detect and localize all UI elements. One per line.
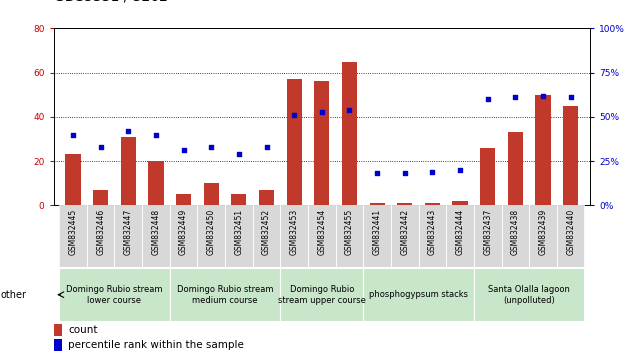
FancyBboxPatch shape <box>418 205 446 267</box>
Point <box>68 132 78 137</box>
Text: GSM832443: GSM832443 <box>428 209 437 255</box>
Bar <box>370 203 385 205</box>
Text: GSM832442: GSM832442 <box>400 209 410 255</box>
FancyBboxPatch shape <box>59 268 170 321</box>
FancyBboxPatch shape <box>170 205 198 267</box>
Text: GSM832439: GSM832439 <box>538 209 548 255</box>
Text: GSM832454: GSM832454 <box>317 209 326 255</box>
Text: GSM832440: GSM832440 <box>566 209 575 255</box>
Point <box>372 171 382 176</box>
Text: GSM832437: GSM832437 <box>483 209 492 255</box>
Text: GSM832451: GSM832451 <box>234 209 244 255</box>
Bar <box>425 203 440 205</box>
FancyBboxPatch shape <box>252 205 280 267</box>
FancyBboxPatch shape <box>557 205 584 267</box>
Bar <box>176 194 191 205</box>
Bar <box>286 79 302 205</box>
Point <box>427 169 437 175</box>
Bar <box>314 81 329 205</box>
Bar <box>204 183 219 205</box>
Text: Domingo Rubio
stream upper course: Domingo Rubio stream upper course <box>278 285 366 305</box>
Bar <box>93 190 109 205</box>
FancyBboxPatch shape <box>280 205 308 267</box>
FancyBboxPatch shape <box>87 205 114 267</box>
Text: Domingo Rubio stream
medium course: Domingo Rubio stream medium course <box>177 285 273 305</box>
Bar <box>508 132 523 205</box>
FancyBboxPatch shape <box>170 268 280 321</box>
Bar <box>54 324 62 336</box>
Text: GSM832453: GSM832453 <box>290 209 298 255</box>
Bar <box>54 339 62 351</box>
Point <box>345 107 355 113</box>
Bar <box>452 201 468 205</box>
Point <box>206 144 216 150</box>
Text: GDS5331 / 3262: GDS5331 / 3262 <box>54 0 167 4</box>
Text: GSM832448: GSM832448 <box>151 209 160 255</box>
FancyBboxPatch shape <box>336 205 363 267</box>
Bar <box>259 190 274 205</box>
Bar <box>232 194 247 205</box>
Text: other: other <box>1 290 27 300</box>
FancyBboxPatch shape <box>225 205 252 267</box>
Text: GSM832445: GSM832445 <box>69 209 78 255</box>
Text: GSM832447: GSM832447 <box>124 209 133 255</box>
Point <box>151 132 161 137</box>
Point <box>179 148 189 153</box>
FancyBboxPatch shape <box>446 205 474 267</box>
Point <box>483 96 493 102</box>
Text: percentile rank within the sample: percentile rank within the sample <box>68 340 244 350</box>
Point <box>234 151 244 157</box>
Point <box>510 95 521 100</box>
Bar <box>563 106 578 205</box>
FancyBboxPatch shape <box>59 205 87 267</box>
Text: Domingo Rubio stream
lower course: Domingo Rubio stream lower course <box>66 285 163 305</box>
Point <box>123 128 133 134</box>
Bar <box>148 161 163 205</box>
Bar <box>121 137 136 205</box>
FancyBboxPatch shape <box>363 205 391 267</box>
Text: Santa Olalla lagoon
(unpolluted): Santa Olalla lagoon (unpolluted) <box>488 285 570 305</box>
Text: GSM832452: GSM832452 <box>262 209 271 255</box>
Point <box>538 93 548 98</box>
Bar <box>480 148 495 205</box>
Bar <box>397 203 412 205</box>
Point <box>95 144 105 150</box>
Bar <box>535 95 551 205</box>
Text: GSM832450: GSM832450 <box>207 209 216 255</box>
Point <box>455 167 465 173</box>
FancyBboxPatch shape <box>280 268 363 321</box>
Bar <box>342 62 357 205</box>
FancyBboxPatch shape <box>502 205 529 267</box>
FancyBboxPatch shape <box>142 205 170 267</box>
Point <box>565 95 575 100</box>
Text: GSM832438: GSM832438 <box>511 209 520 255</box>
Point <box>317 109 327 114</box>
FancyBboxPatch shape <box>474 205 502 267</box>
Text: GSM832449: GSM832449 <box>179 209 188 255</box>
Text: GSM832446: GSM832446 <box>96 209 105 255</box>
Text: GSM832444: GSM832444 <box>456 209 464 255</box>
FancyBboxPatch shape <box>474 268 584 321</box>
Point <box>289 112 299 118</box>
Text: GSM832441: GSM832441 <box>372 209 382 255</box>
FancyBboxPatch shape <box>391 205 418 267</box>
Text: GSM832455: GSM832455 <box>345 209 354 255</box>
FancyBboxPatch shape <box>529 205 557 267</box>
Point <box>399 171 410 176</box>
FancyBboxPatch shape <box>308 205 336 267</box>
FancyBboxPatch shape <box>363 268 474 321</box>
Text: phosphogypsum stacks: phosphogypsum stacks <box>369 290 468 299</box>
FancyBboxPatch shape <box>114 205 142 267</box>
FancyBboxPatch shape <box>198 205 225 267</box>
Point <box>261 144 271 150</box>
Bar <box>66 154 81 205</box>
Text: count: count <box>68 325 98 335</box>
